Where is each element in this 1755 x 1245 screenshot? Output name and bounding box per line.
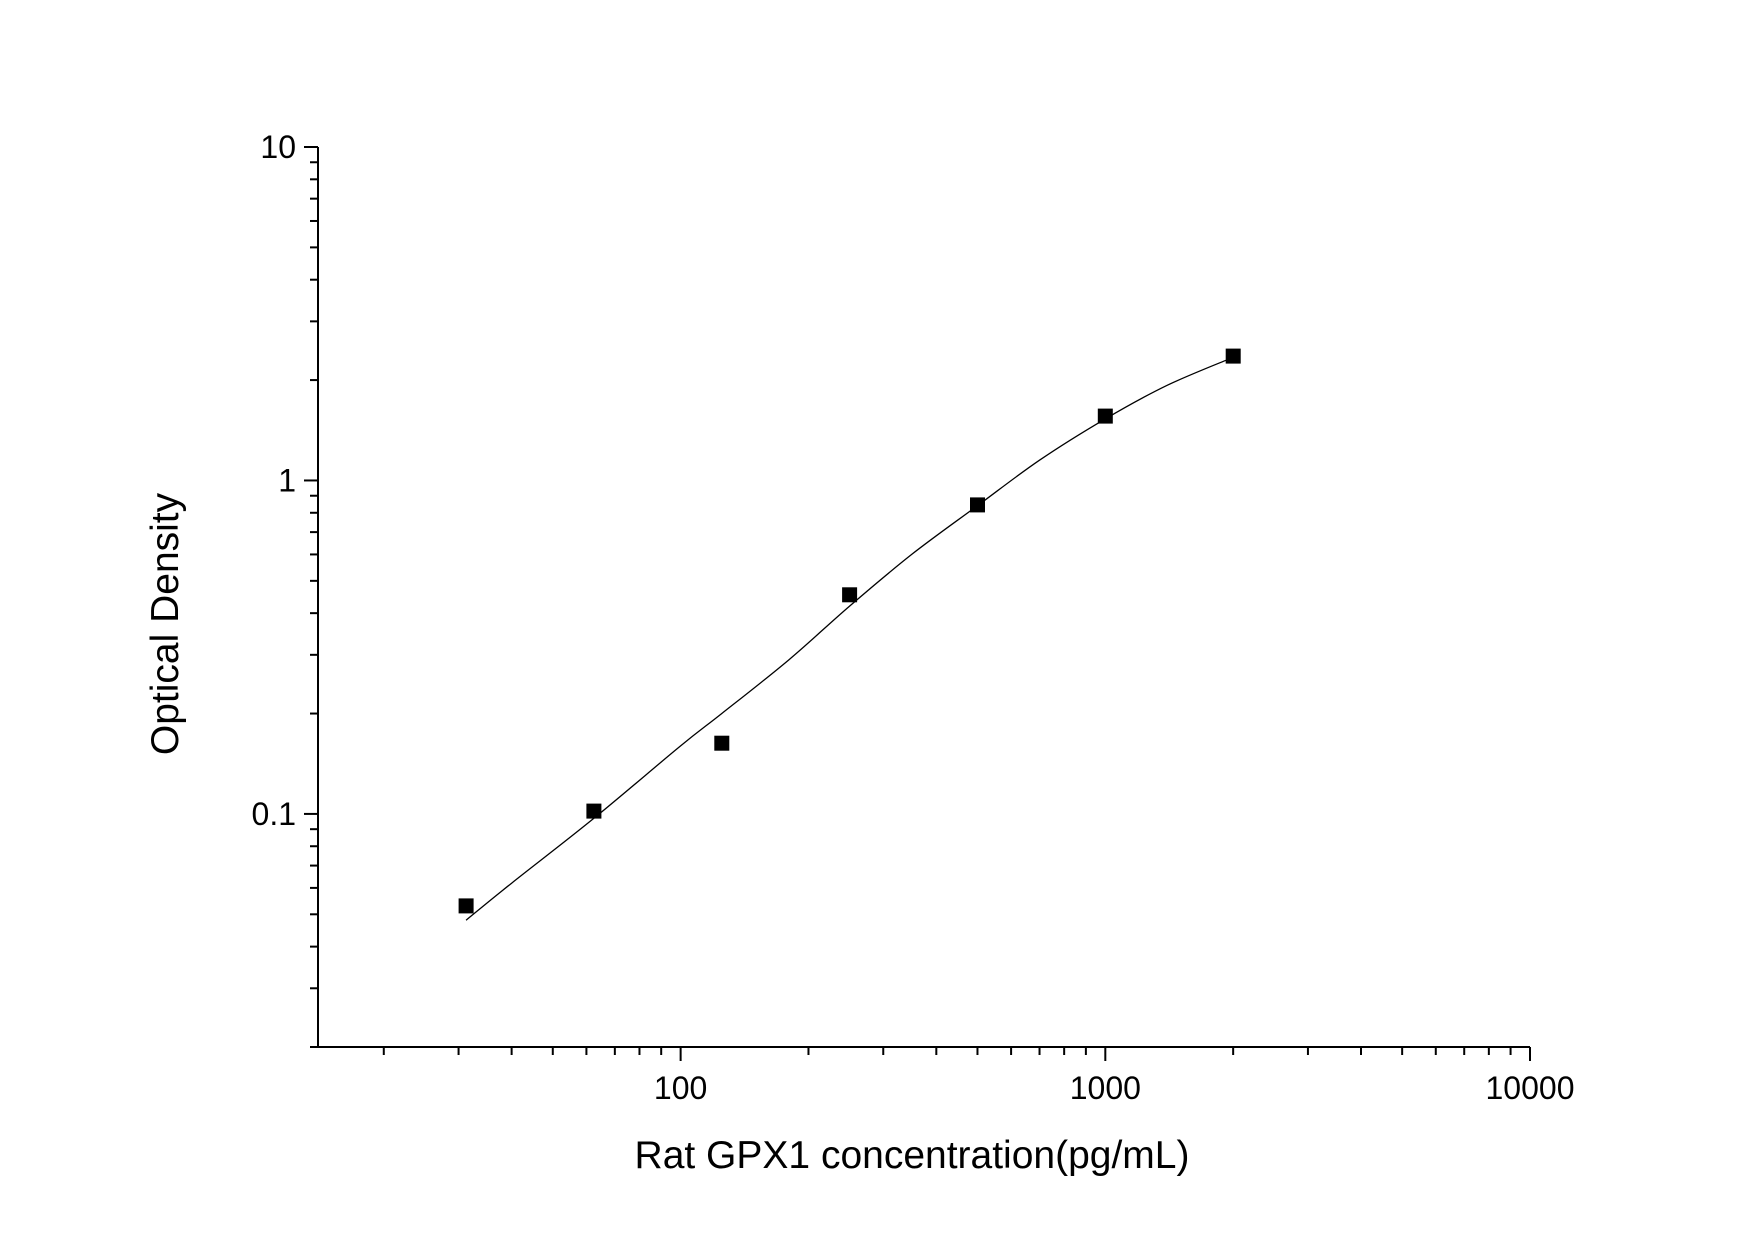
- y-tick-label: 1: [278, 462, 296, 498]
- fit-curve: [465, 356, 1234, 921]
- fit-curve-layer: [465, 356, 1234, 921]
- axes: [304, 146, 1531, 1061]
- data-point: [1097, 408, 1113, 424]
- data-point: [1225, 348, 1241, 364]
- x-axis-title: Rat GPX1 concentration(pg/mL): [635, 1134, 1190, 1177]
- data-points-layer: [458, 348, 1241, 914]
- data-point: [586, 803, 602, 819]
- data-point: [842, 587, 858, 603]
- tick-labels-layer: 100 1000 10000 0.1 1 10: [252, 129, 1575, 1106]
- data-point: [458, 898, 474, 914]
- y-tick-label: 10: [260, 129, 296, 165]
- data-point: [970, 497, 985, 513]
- y-tick-label: 0.1: [252, 796, 296, 832]
- y-axis-title: Optical Density: [144, 492, 187, 755]
- x-tick-label: 1000: [1070, 1070, 1141, 1106]
- x-tick-label: 100: [654, 1070, 707, 1106]
- data-point: [714, 735, 730, 751]
- x-tick-label: 10000: [1486, 1070, 1575, 1106]
